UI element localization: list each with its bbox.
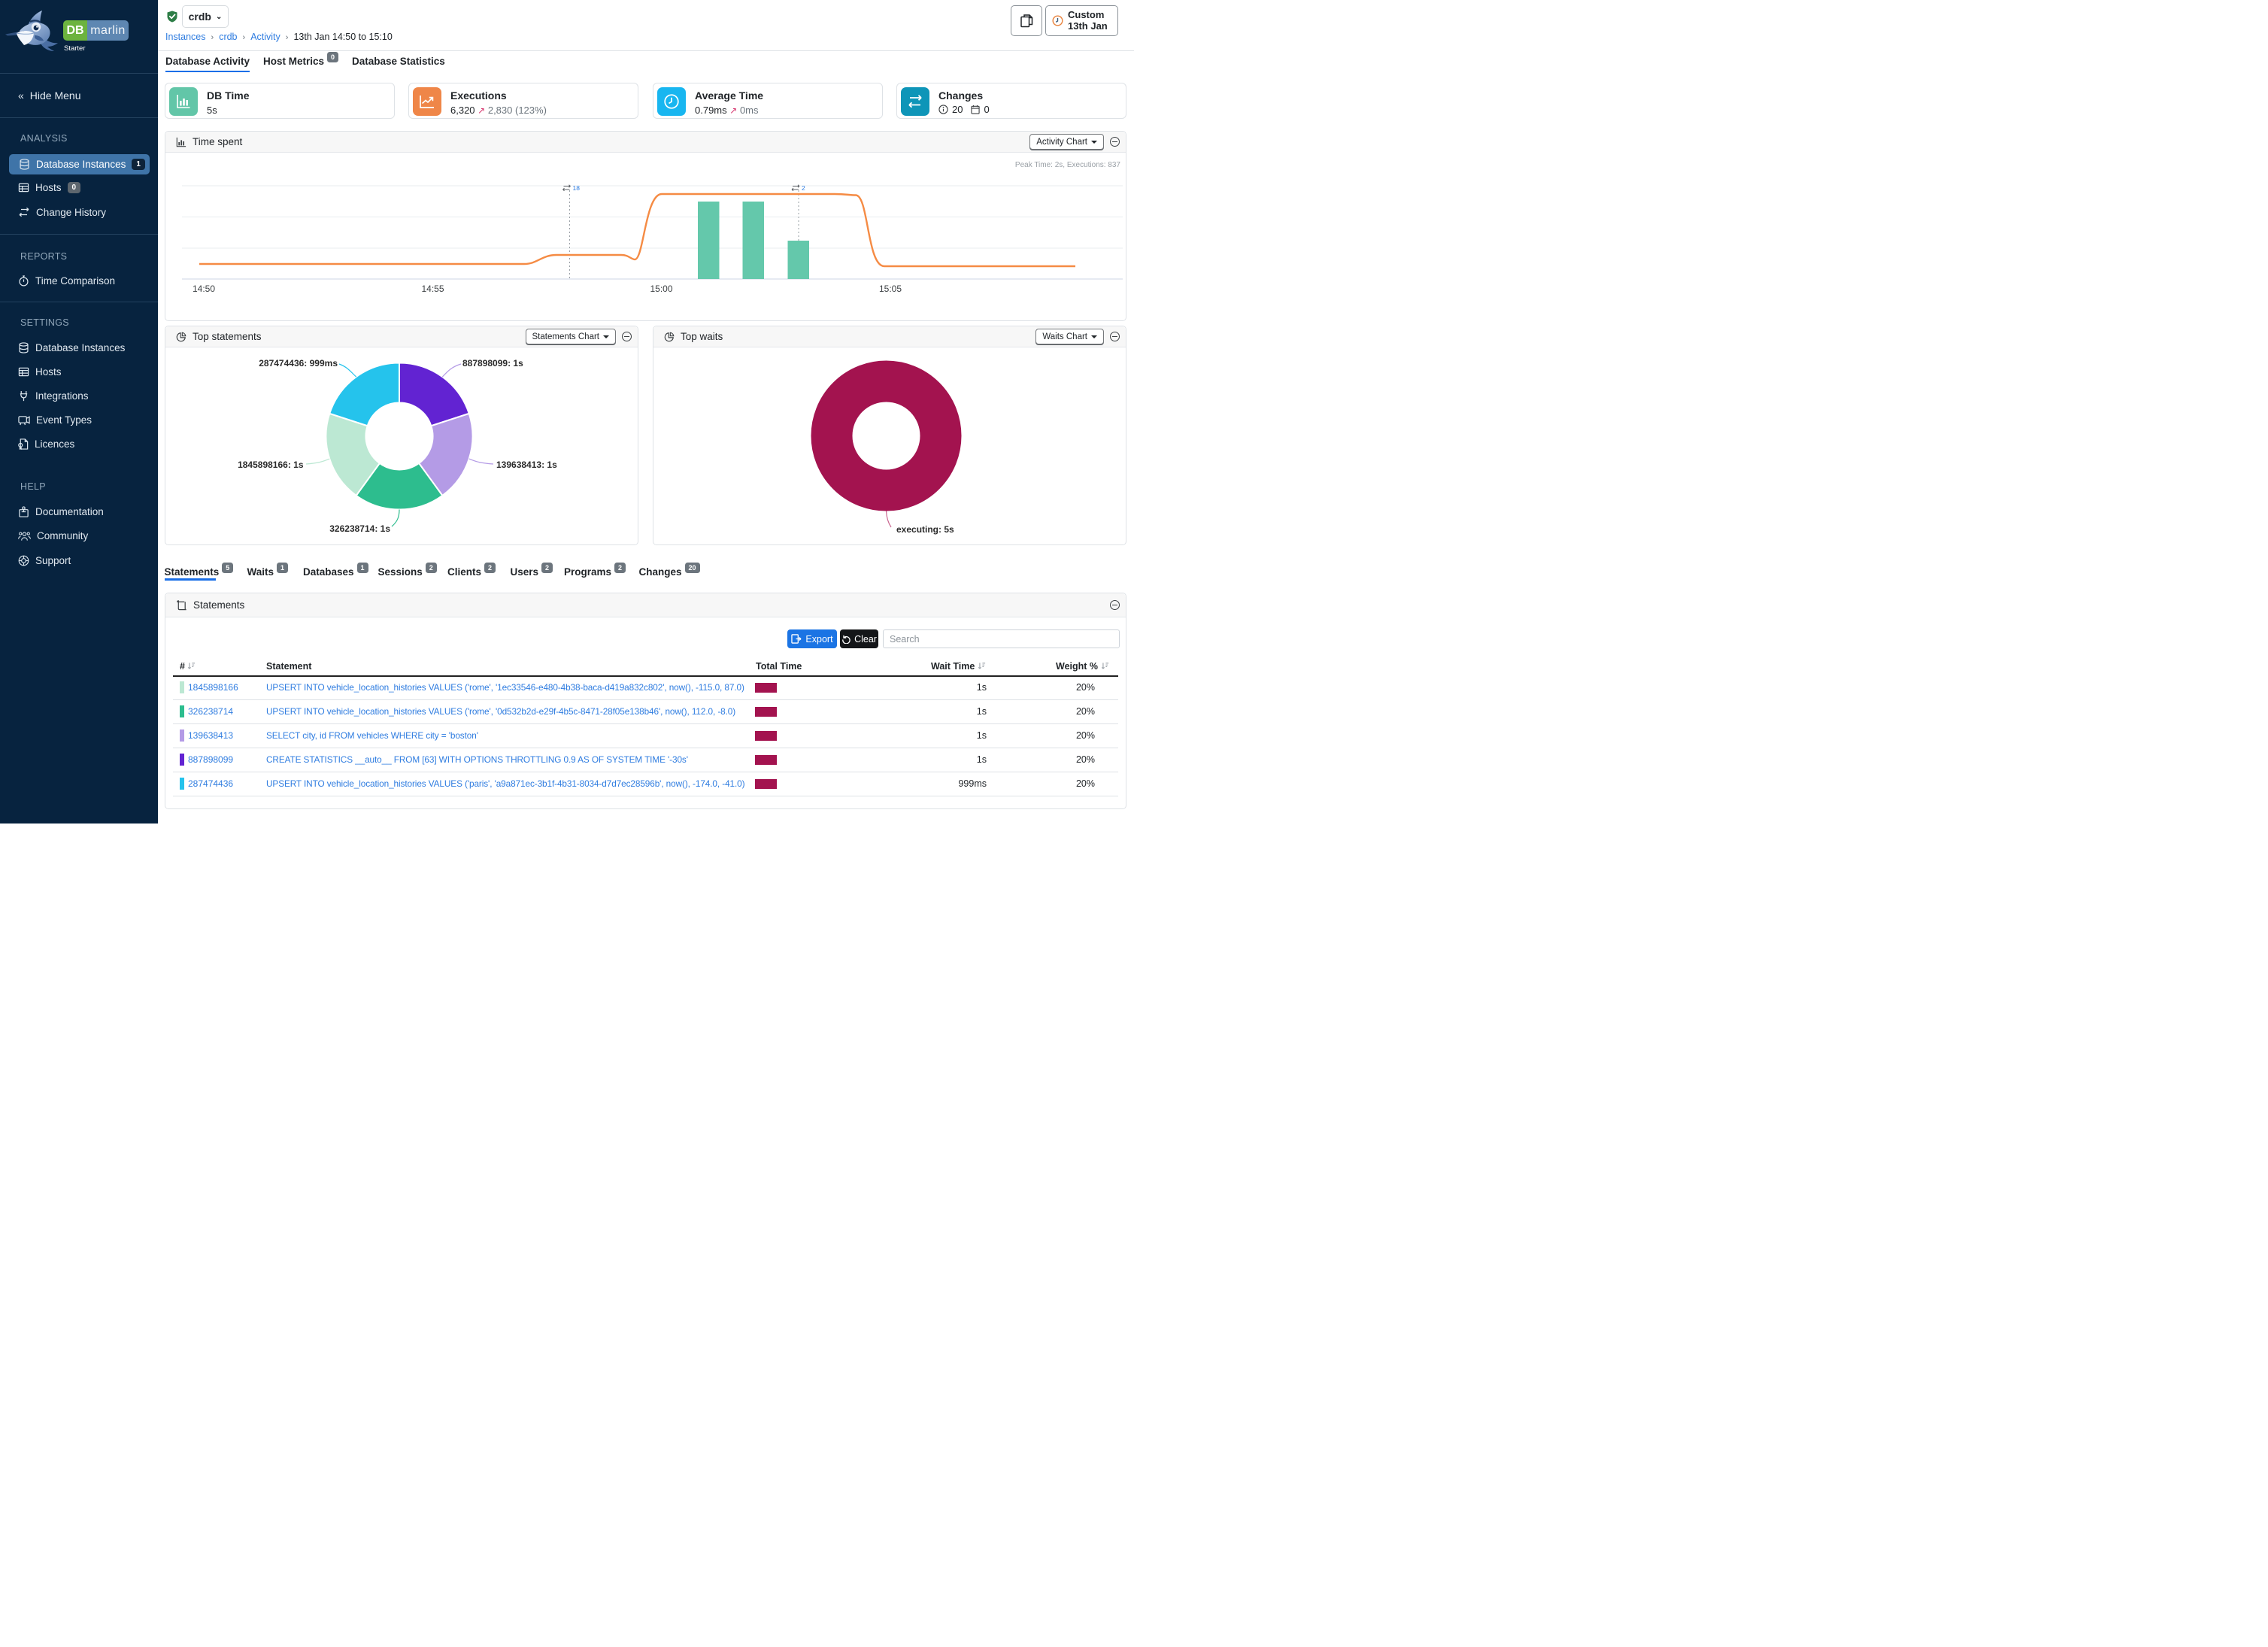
svg-text:139638413: 1s: 139638413: 1s <box>496 460 557 470</box>
svg-text:14:50: 14:50 <box>193 284 215 294</box>
svg-text:15:00: 15:00 <box>650 284 672 294</box>
svg-text:287474436: 999ms: 287474436: 999ms <box>259 358 338 369</box>
svg-text:18: 18 <box>573 184 581 192</box>
svg-text:887898099: 1s: 887898099: 1s <box>462 358 523 369</box>
svg-text:1845898166: 1s: 1845898166: 1s <box>238 460 304 470</box>
svg-text:Peak Time: 2s, Executions: 837: Peak Time: 2s, Executions: 837 <box>1015 161 1121 169</box>
svg-text:15:05: 15:05 <box>879 284 902 294</box>
svg-text:326238714: 1s: 326238714: 1s <box>329 523 390 534</box>
svg-text:14:55: 14:55 <box>421 284 444 294</box>
svg-text:2: 2 <box>802 184 805 192</box>
svg-text:executing: 5s: executing: 5s <box>896 524 954 535</box>
